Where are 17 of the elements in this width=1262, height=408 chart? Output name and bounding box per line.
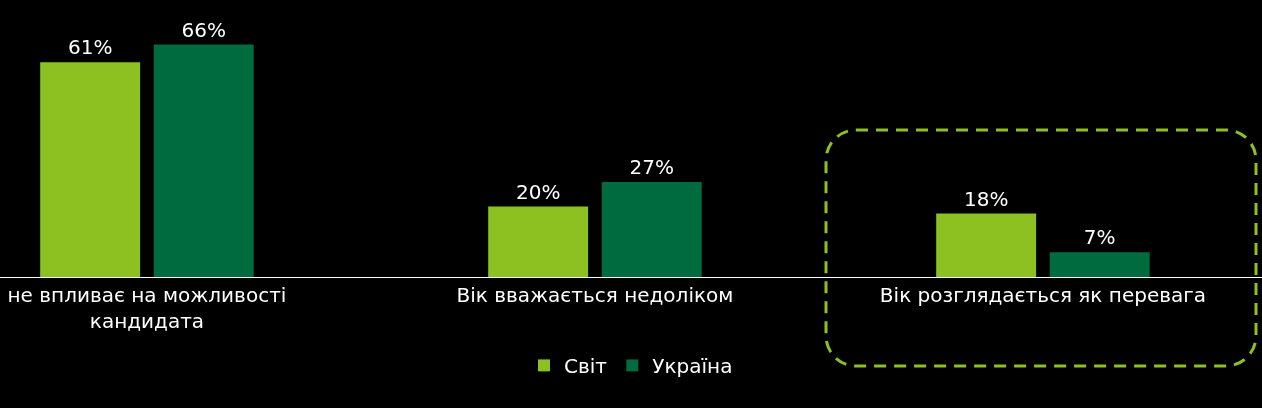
data-label: 20% <box>515 179 561 204</box>
bar <box>936 213 1037 277</box>
data-label: 27% <box>629 154 674 179</box>
x-tick-label: Вік розглядається як перевага <box>879 283 1207 307</box>
legend-label: Україна <box>652 354 733 379</box>
data-label: 18% <box>963 186 1009 211</box>
x-tick-label: Вік вважається недоліком <box>456 283 734 307</box>
bar <box>488 206 589 277</box>
data-label: 66% <box>181 17 226 42</box>
bar <box>601 181 702 277</box>
data-label: 61% <box>67 35 113 60</box>
data-label: 7% <box>1083 225 1116 250</box>
bar <box>153 44 254 277</box>
bar <box>1049 252 1150 277</box>
legend-label: Світ <box>564 354 608 379</box>
x-tick-label: не впливає на можливості кандидата <box>7 283 287 333</box>
bar <box>40 62 141 277</box>
